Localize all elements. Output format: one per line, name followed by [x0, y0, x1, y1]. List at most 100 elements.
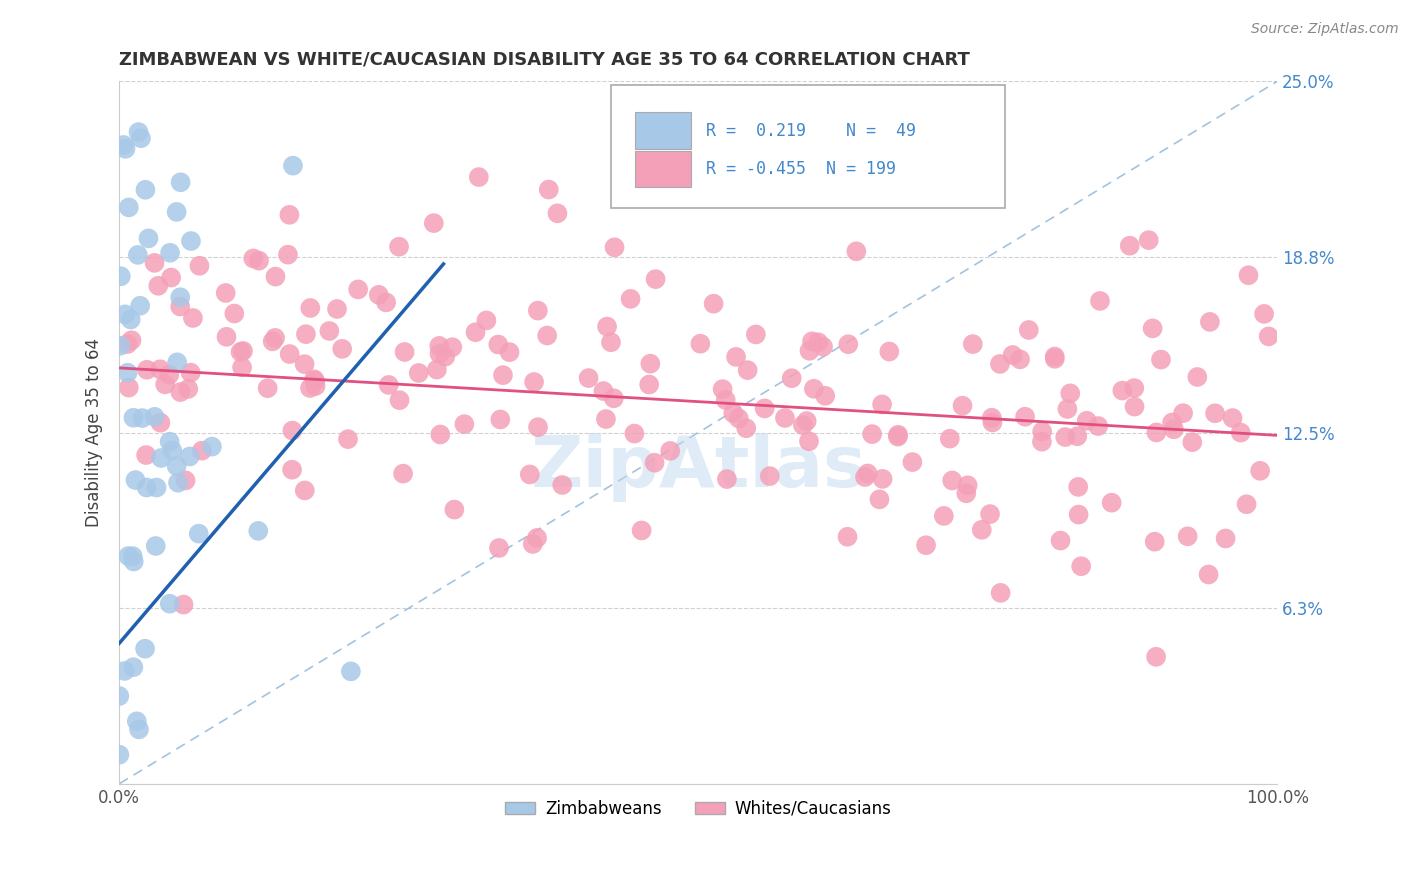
- Point: [551, 478, 574, 492]
- Point: [952, 399, 974, 413]
- Point: [118, 381, 141, 395]
- Point: [489, 412, 512, 426]
- Point: [166, 205, 188, 219]
- FancyBboxPatch shape: [634, 151, 692, 187]
- Point: [773, 411, 796, 425]
- Point: [1056, 401, 1078, 416]
- Point: [1144, 425, 1167, 440]
- Point: [143, 256, 166, 270]
- Point: [1067, 508, 1090, 522]
- Point: [807, 335, 830, 350]
- Point: [159, 434, 181, 449]
- Point: [1101, 496, 1123, 510]
- Point: [278, 347, 301, 361]
- Point: [121, 333, 143, 347]
- Point: [1059, 386, 1081, 401]
- Point: [122, 554, 145, 568]
- Point: [242, 252, 264, 266]
- Point: [644, 272, 666, 286]
- Point: [347, 282, 370, 296]
- Point: [492, 368, 515, 383]
- Point: [1236, 497, 1258, 511]
- Point: [1070, 559, 1092, 574]
- Point: [1144, 649, 1167, 664]
- Point: [326, 301, 349, 316]
- Y-axis label: Disability Age 35 to 64: Disability Age 35 to 64: [86, 338, 103, 527]
- Point: [1237, 268, 1260, 283]
- Point: [468, 170, 491, 185]
- Point: [714, 392, 737, 407]
- Point: [122, 410, 145, 425]
- Point: [932, 508, 955, 523]
- Point: [1014, 409, 1036, 424]
- Point: [526, 531, 548, 545]
- Point: [758, 469, 780, 483]
- Point: [1076, 414, 1098, 428]
- Point: [536, 328, 558, 343]
- Point: [853, 470, 876, 484]
- Point: [136, 363, 159, 377]
- Point: [803, 382, 825, 396]
- Point: [1123, 381, 1146, 395]
- Point: [215, 285, 238, 300]
- Point: [215, 330, 238, 344]
- Point: [112, 138, 135, 153]
- Point: [169, 385, 191, 400]
- Point: [1257, 329, 1279, 343]
- Point: [1215, 532, 1237, 546]
- Point: [145, 539, 167, 553]
- Point: [135, 481, 157, 495]
- FancyBboxPatch shape: [634, 112, 692, 149]
- Point: [138, 231, 160, 245]
- Point: [169, 175, 191, 189]
- Point: [537, 183, 560, 197]
- Point: [173, 598, 195, 612]
- Point: [464, 325, 486, 339]
- Point: [181, 310, 204, 325]
- Point: [716, 472, 738, 486]
- Legend: Zimbabweans, Whites/Caucasians: Zimbabweans, Whites/Caucasians: [498, 793, 898, 824]
- Point: [224, 306, 246, 320]
- Point: [939, 432, 962, 446]
- Point: [1177, 529, 1199, 543]
- Text: Source: ZipAtlas.com: Source: ZipAtlas.com: [1251, 22, 1399, 37]
- Point: [247, 524, 270, 538]
- Point: [1187, 370, 1209, 384]
- Point: [169, 300, 191, 314]
- Point: [169, 290, 191, 304]
- Point: [394, 345, 416, 359]
- Point: [134, 641, 156, 656]
- Point: [367, 288, 389, 302]
- Point: [135, 448, 157, 462]
- Point: [177, 382, 200, 396]
- Point: [114, 307, 136, 321]
- Point: [644, 456, 666, 470]
- Point: [281, 463, 304, 477]
- Point: [737, 363, 759, 377]
- Point: [498, 345, 520, 359]
- Point: [887, 430, 910, 444]
- Point: [659, 443, 682, 458]
- Point: [150, 450, 173, 465]
- Point: [277, 247, 299, 261]
- Point: [294, 483, 316, 498]
- Point: [711, 382, 734, 396]
- Point: [1088, 293, 1111, 308]
- Point: [118, 201, 141, 215]
- Point: [127, 248, 149, 262]
- Point: [122, 660, 145, 674]
- Point: [519, 467, 541, 482]
- Text: ZIMBABWEAN VS WHITE/CAUCASIAN DISABILITY AGE 35 TO 64 CORRELATION CHART: ZIMBABWEAN VS WHITE/CAUCASIAN DISABILITY…: [120, 51, 970, 69]
- Point: [157, 368, 180, 382]
- Point: [845, 244, 868, 259]
- Point: [870, 397, 893, 411]
- Point: [337, 432, 360, 446]
- Point: [596, 319, 619, 334]
- Point: [1031, 425, 1053, 439]
- Point: [837, 337, 859, 351]
- Point: [814, 389, 837, 403]
- Point: [187, 526, 209, 541]
- Point: [188, 259, 211, 273]
- Point: [166, 355, 188, 369]
- Point: [1171, 406, 1194, 420]
